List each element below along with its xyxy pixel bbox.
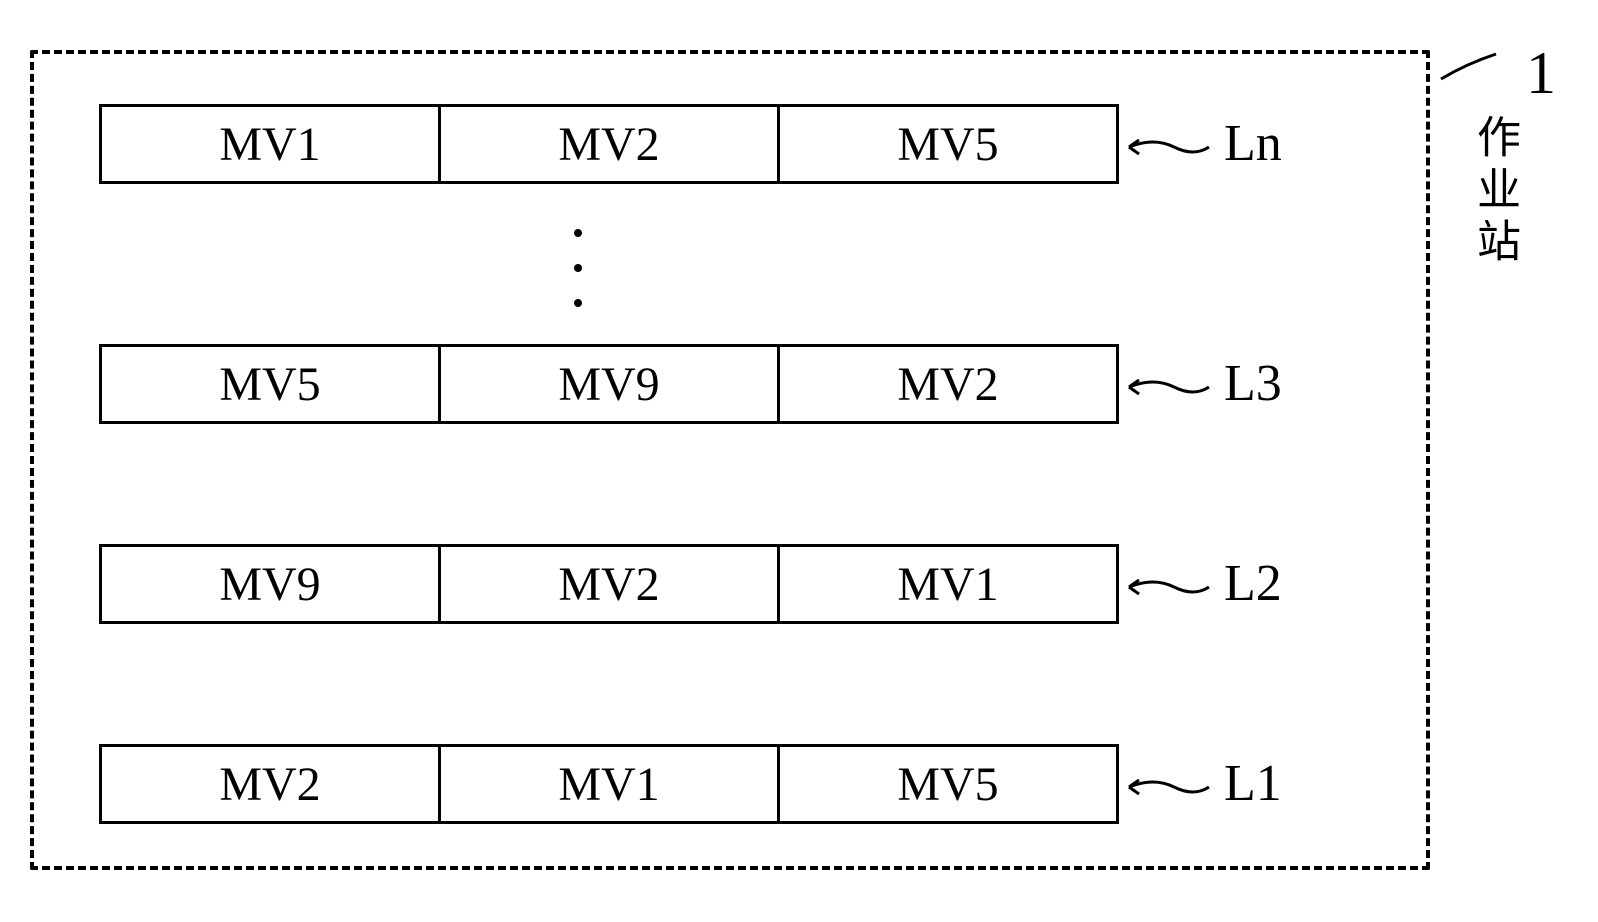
connector-l2 — [1124, 572, 1214, 602]
row-l1: MV2 MV1 MV5 — [99, 744, 1119, 824]
row-label-l3: L3 — [1224, 354, 1282, 413]
ellipsis-dot — [574, 229, 582, 237]
figure-number: 1 — [1526, 39, 1556, 108]
row-label-ln: Ln — [1224, 114, 1282, 173]
cell: MV2 — [780, 347, 1116, 421]
cell: MV9 — [102, 547, 441, 621]
cell: MV5 — [102, 347, 441, 421]
connector-l1 — [1124, 772, 1214, 802]
row-label-l1: L1 — [1224, 754, 1282, 813]
cell: MV1 — [780, 547, 1116, 621]
row-label-l2: L2 — [1224, 554, 1282, 613]
cell: MV5 — [780, 107, 1116, 181]
chinese-vertical-label: 作业站 — [1462, 114, 1526, 270]
ellipsis-dot — [574, 299, 582, 307]
ellipsis-dot — [574, 264, 582, 272]
connector-l3 — [1124, 372, 1214, 402]
row-l3: MV5 MV9 MV2 — [99, 344, 1119, 424]
cell: MV1 — [441, 747, 780, 821]
row-l2: MV9 MV2 MV1 — [99, 544, 1119, 624]
cell: MV9 — [441, 347, 780, 421]
cell: MV1 — [102, 107, 441, 181]
cell: MV2 — [441, 547, 780, 621]
connector-ln — [1124, 132, 1214, 162]
cell: MV2 — [441, 107, 780, 181]
cell: MV2 — [102, 747, 441, 821]
dashed-container: 1 作业站 MV1 MV2 MV5 Ln MV5 MV9 MV2 L3 MV9 … — [30, 50, 1430, 870]
figure-label-connector — [1436, 44, 1506, 84]
row-ln: MV1 MV2 MV5 — [99, 104, 1119, 184]
cell: MV5 — [780, 747, 1116, 821]
